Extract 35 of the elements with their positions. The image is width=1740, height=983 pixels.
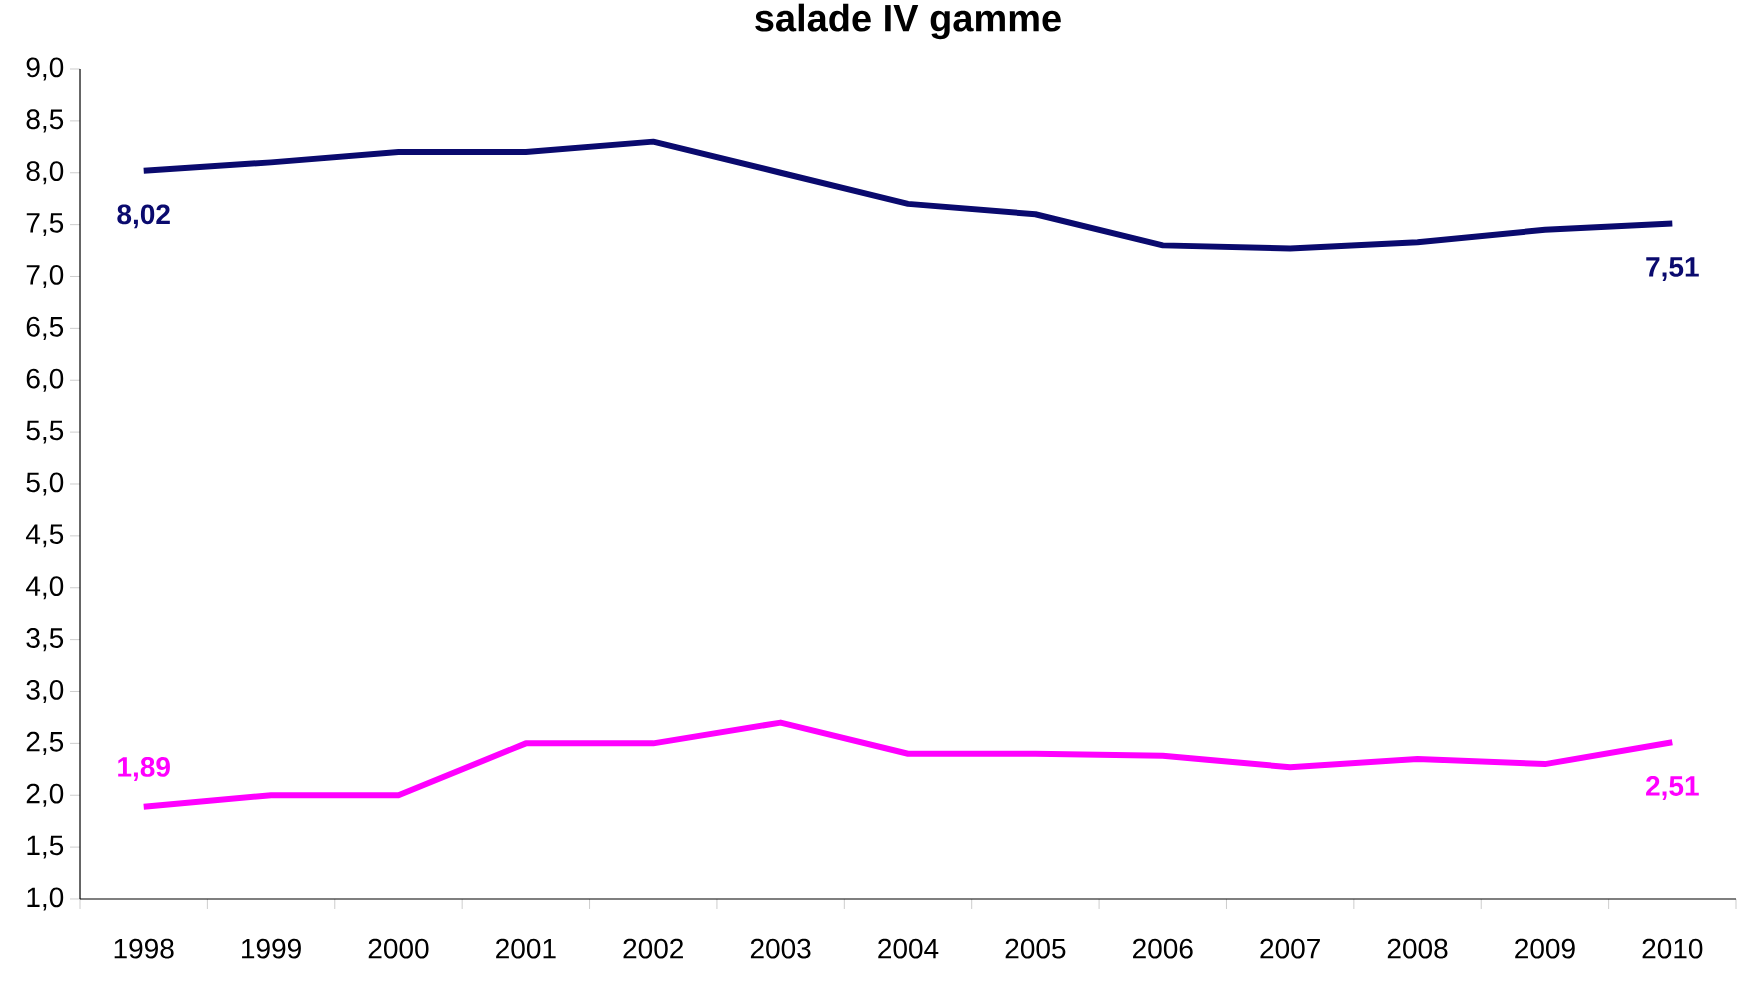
y-tick-label: 5,5	[26, 420, 64, 444]
y-tick-label: 3,5	[26, 628, 64, 652]
x-tick-label: 2001	[496, 938, 556, 959]
x-tick-label: 2010	[1642, 938, 1703, 959]
y-tick-label: 1,5	[27, 835, 64, 859]
y-tick-label: 8,0	[26, 161, 64, 185]
y-tick-label: 9,0	[26, 57, 64, 81]
y-tick-label: 6,0	[26, 368, 64, 392]
y-tick-label: 5,0	[26, 472, 64, 496]
x-tick-label: 1998	[114, 938, 174, 959]
y-tick-label: 2,5	[26, 731, 64, 755]
y-tick-label: 4,0	[25, 576, 64, 600]
y-tick-label: 7,5	[26, 213, 64, 237]
x-tick-label: 2005	[1005, 938, 1066, 959]
x-tick-label: 2004	[878, 938, 939, 959]
y-tick-label: 6,5	[26, 316, 64, 340]
x-tick-label: 2000	[368, 938, 429, 959]
data-label: 2,51	[1646, 776, 1699, 800]
y-tick-label: 7,0	[26, 264, 64, 289]
data-label: 7,51	[1646, 257, 1699, 281]
x-tick-label: 2006	[1133, 938, 1193, 959]
data-label: 8,02	[117, 204, 170, 229]
y-tick-label: 8,5	[26, 109, 64, 133]
x-tick-label: 2002	[623, 938, 683, 959]
y-tick-label: 2,0	[26, 783, 64, 807]
x-tick-label: 2003	[750, 938, 811, 959]
data-label: 1,89	[118, 757, 170, 781]
y-tick-label: 3,0	[26, 679, 64, 704]
x-tick-label: 2007	[1260, 938, 1320, 959]
chart-title: salade IV gamme	[755, 3, 1061, 40]
y-tick-label: 4,5	[25, 524, 64, 548]
x-tick-label: 2008	[1387, 938, 1448, 959]
x-tick-label: 1999	[242, 938, 301, 959]
y-tick-label: 1,0	[27, 887, 64, 911]
x-tick-label: 2009	[1515, 938, 1575, 959]
